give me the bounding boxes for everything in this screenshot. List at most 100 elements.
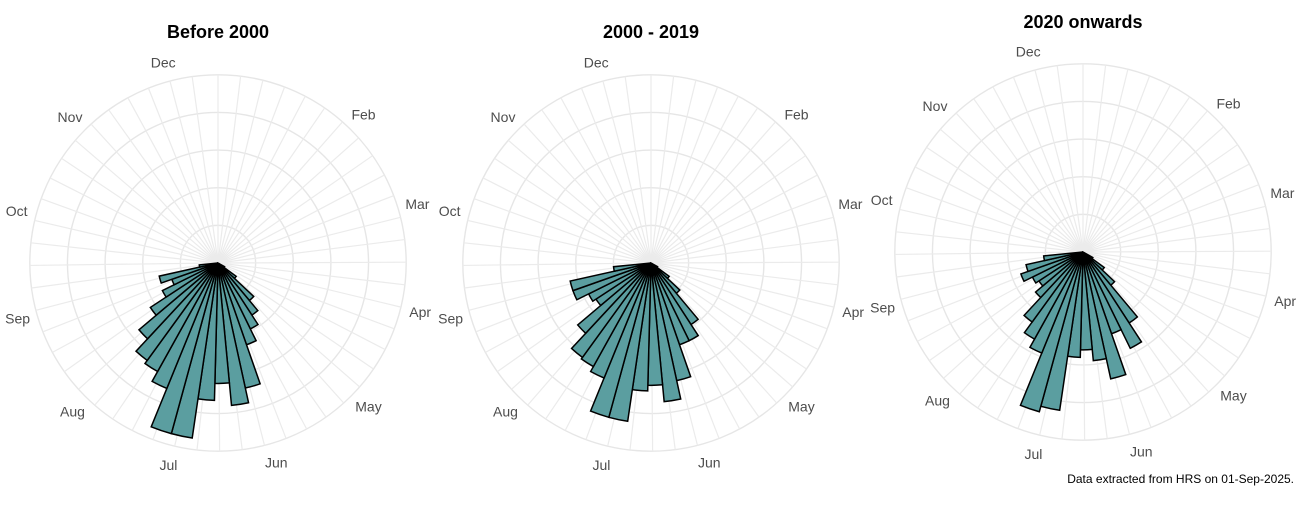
month-label: Sep bbox=[870, 300, 895, 316]
grid-spoke bbox=[650, 155, 806, 264]
grid-spoke bbox=[650, 86, 719, 264]
grid-spoke bbox=[217, 86, 286, 264]
grid-spoke bbox=[602, 80, 652, 264]
polar-bar bbox=[198, 262, 219, 268]
polar-bar bbox=[576, 262, 652, 335]
month-label: Jun bbox=[1130, 444, 1153, 460]
month-label: Feb bbox=[351, 106, 375, 122]
grid-spoke bbox=[895, 231, 1084, 253]
grid-spoke bbox=[217, 262, 361, 388]
grid-spoke bbox=[1082, 251, 1270, 275]
polar-bar bbox=[143, 262, 219, 373]
polar-bar bbox=[1042, 251, 1084, 262]
polar-bar bbox=[217, 262, 250, 407]
grid-spoke bbox=[650, 238, 838, 264]
grid-spoke bbox=[1012, 76, 1084, 253]
grid-spoke bbox=[1082, 227, 1270, 253]
month-label: Jul bbox=[1024, 446, 1042, 462]
month-label: Feb bbox=[784, 106, 808, 122]
grid-spoke bbox=[217, 216, 401, 264]
polar-bar bbox=[151, 262, 219, 390]
polar-bar bbox=[580, 262, 652, 368]
grid-spoke bbox=[1082, 251, 1260, 319]
grid-spoke bbox=[894, 251, 1084, 256]
polar-bar bbox=[158, 262, 219, 285]
grid-spoke bbox=[217, 174, 385, 264]
polar-panel-1: Dec Feb Mar Apr May Jun Jul Aug Sep Oct Nov Before … bbox=[5, 22, 431, 473]
grid-spoke bbox=[217, 262, 374, 370]
grid-spoke bbox=[217, 107, 326, 264]
month-label: May bbox=[355, 399, 381, 415]
grid-spoke bbox=[217, 121, 343, 264]
grid-spoke bbox=[560, 97, 652, 264]
polar-bar bbox=[1023, 251, 1084, 341]
grid-spoke bbox=[1082, 251, 1239, 359]
grid-spoke bbox=[541, 109, 652, 264]
grid-spoke bbox=[29, 262, 219, 267]
month-label: Jul bbox=[159, 457, 177, 473]
grid-spoke bbox=[973, 98, 1084, 253]
grid-spoke bbox=[1082, 144, 1238, 253]
grid-spoke bbox=[939, 128, 1084, 253]
data-source-caption: Data extracted from HRS on 01-Sep-2025. bbox=[1067, 472, 1294, 486]
month-label: Nov bbox=[491, 109, 516, 125]
grid-spoke bbox=[217, 262, 386, 351]
month-label: Dec bbox=[1016, 43, 1041, 59]
grid-spoke bbox=[74, 139, 219, 264]
grid-spoke bbox=[650, 76, 675, 264]
month-label: Mar bbox=[1270, 185, 1294, 201]
grid-spoke bbox=[899, 208, 1084, 253]
grid-spoke bbox=[1056, 65, 1084, 253]
polar-panel-3: Dec Feb Mar Apr May Jun Jul Aug Sep Oct Nov 2020 on… bbox=[870, 12, 1296, 462]
month-label: Mar bbox=[838, 196, 862, 212]
month-label: Sep bbox=[5, 311, 30, 327]
grid-spoke bbox=[108, 109, 219, 264]
grid-spoke bbox=[49, 177, 219, 264]
polar-bar bbox=[137, 262, 219, 340]
grid-spoke bbox=[650, 174, 818, 264]
grid-spoke bbox=[650, 262, 794, 388]
grid-spoke bbox=[650, 262, 807, 370]
grid-spoke bbox=[1082, 69, 1129, 253]
grid-spoke bbox=[905, 187, 1084, 253]
grid-spoke bbox=[1082, 205, 1266, 253]
month-label: Dec bbox=[151, 54, 176, 70]
grid-spoke bbox=[650, 195, 827, 264]
month-label: Oct bbox=[871, 192, 893, 208]
grid-spoke bbox=[169, 80, 219, 264]
grid-spoke bbox=[1082, 184, 1259, 253]
grid-spoke bbox=[650, 107, 759, 264]
polar-bar bbox=[612, 262, 652, 273]
grid-spoke bbox=[467, 219, 652, 264]
polar-bar bbox=[1019, 251, 1084, 283]
month-label: Aug bbox=[493, 404, 518, 420]
month-label: Aug bbox=[60, 404, 85, 420]
grid-spoke bbox=[217, 137, 359, 264]
month-label: May bbox=[1220, 388, 1246, 404]
month-label: Jun bbox=[698, 455, 721, 471]
month-label: Apr bbox=[409, 304, 431, 320]
month-label: May bbox=[788, 399, 814, 415]
month-label: Oct bbox=[6, 203, 28, 219]
polar-bar bbox=[1023, 251, 1084, 324]
grid-spoke bbox=[1034, 69, 1084, 253]
grid-spoke bbox=[1082, 110, 1208, 253]
grid-spoke bbox=[1082, 84, 1171, 253]
month-label: Jun bbox=[265, 455, 288, 471]
month-label: Nov bbox=[58, 109, 83, 125]
month-label: Apr bbox=[1274, 293, 1296, 309]
grid-spoke bbox=[650, 137, 792, 264]
grid-spoke bbox=[1082, 163, 1250, 253]
grid-spoke bbox=[1082, 251, 1226, 377]
grid-spoke bbox=[992, 86, 1084, 253]
grid-spoke bbox=[217, 80, 264, 264]
grid-spoke bbox=[217, 262, 405, 286]
month-label: Nov bbox=[923, 98, 948, 114]
grid-spoke bbox=[463, 242, 652, 264]
grid-spoke bbox=[650, 95, 739, 264]
grid-spoke bbox=[1082, 65, 1107, 253]
grid-spoke bbox=[507, 139, 652, 264]
polar-bar bbox=[589, 262, 652, 379]
grid-spoke bbox=[1082, 75, 1151, 253]
grid-spoke bbox=[462, 262, 652, 267]
